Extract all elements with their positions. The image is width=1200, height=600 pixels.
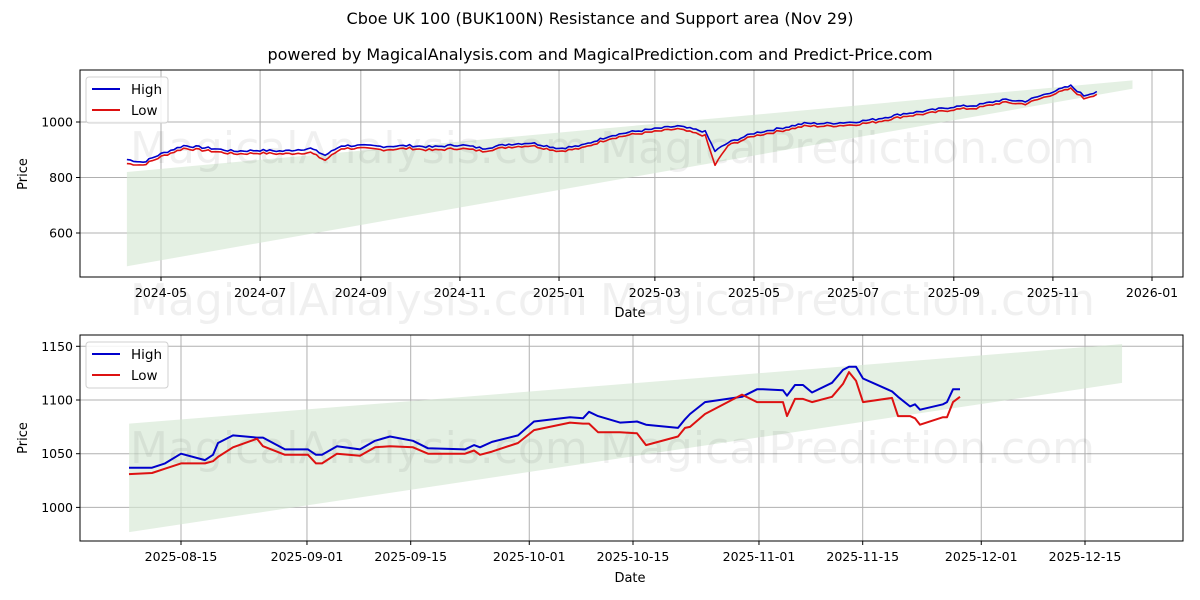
legend-low-label: Low: [131, 368, 158, 384]
chart-subtitle: powered by MagicalAnalysis.com and Magic…: [267, 45, 933, 64]
x-tick-label: 2025-10-15: [597, 549, 670, 564]
y-tick-label: 600: [49, 226, 73, 241]
x-tick-label: 2025-10-01: [493, 549, 566, 564]
y-tick-label: 800: [49, 170, 73, 185]
y-tick-label: 1000: [41, 500, 73, 515]
top-chart: MagicalAnalysis.com MagicalPrediction.co…: [16, 69, 1184, 326]
high-line: [129, 365, 960, 469]
y-tick-label: 1000: [41, 115, 73, 130]
watermark-text: MagicalPrediction.com: [600, 423, 1095, 474]
chart-title: Cboe UK 100 (BUK100N) Resistance and Sup…: [346, 9, 854, 28]
legend-high-label: High: [131, 82, 162, 98]
x-tick-label: 2025-07: [827, 285, 879, 300]
x-tick-label: 2026-01: [1126, 285, 1178, 300]
legend-low-label: Low: [131, 103, 158, 119]
x-tick-label: 2025-09-01: [271, 549, 344, 564]
support-resistance-band: [129, 344, 1123, 533]
y-tick-label: 1150: [41, 339, 73, 354]
y-tick-label: 1050: [41, 446, 73, 461]
x-tick-label: 2025-11: [1027, 285, 1079, 300]
x-tick-label: 2025-09-15: [374, 549, 447, 564]
x-tick-label: 2025-03: [629, 285, 681, 300]
x-tick-label: 2024-09: [335, 285, 387, 300]
x-axis-label: Date: [614, 306, 645, 321]
x-tick-label: 2025-12-01: [945, 549, 1018, 564]
watermark-text: MagicalPrediction.com: [600, 275, 1095, 326]
x-tick-label: 2025-05: [728, 285, 780, 300]
x-axis-label: Date: [614, 571, 645, 586]
x-tick-label: 2024-11: [434, 285, 486, 300]
y-tick-label: 1100: [41, 393, 73, 408]
y-axis-label: Price: [16, 422, 31, 454]
bottom-chart: MagicalAnalysis.com MagicalPrediction.co…: [16, 334, 1184, 586]
low-line: [128, 371, 961, 476]
x-tick-label: 2025-01: [533, 285, 585, 300]
high-line: [126, 84, 1098, 163]
legend: High Low: [85, 341, 169, 389]
top-axis-ticks: 2024-05 2024-07 2024-09 2024-11 2025-01 2025-…: [41, 115, 1178, 301]
watermark-text: MagicalPrediction.com: [600, 123, 1095, 174]
x-tick-label: 2025-12-15: [1049, 549, 1122, 564]
x-tick-label: 2024-07: [234, 285, 286, 300]
x-tick-label: 2024-05: [135, 285, 187, 300]
legend: High Low: [85, 76, 169, 124]
x-tick-label: 2025-09: [928, 285, 980, 300]
y-axis-label: Price: [16, 158, 31, 190]
legend-high-label: High: [131, 347, 162, 363]
x-tick-label: 2025-11-01: [723, 549, 796, 564]
bottom-axis-ticks: 2025-08-15 2025-09-01 2025-09-15 2025-10-01…: [41, 339, 1121, 564]
support-resistance-band: [126, 80, 1133, 267]
low-line: [126, 87, 1098, 167]
x-tick-label: 2025-11-15: [826, 549, 899, 564]
x-tick-label: 2025-08-15: [145, 549, 218, 564]
watermark-text: MagicalAnalysis.com: [130, 275, 588, 326]
